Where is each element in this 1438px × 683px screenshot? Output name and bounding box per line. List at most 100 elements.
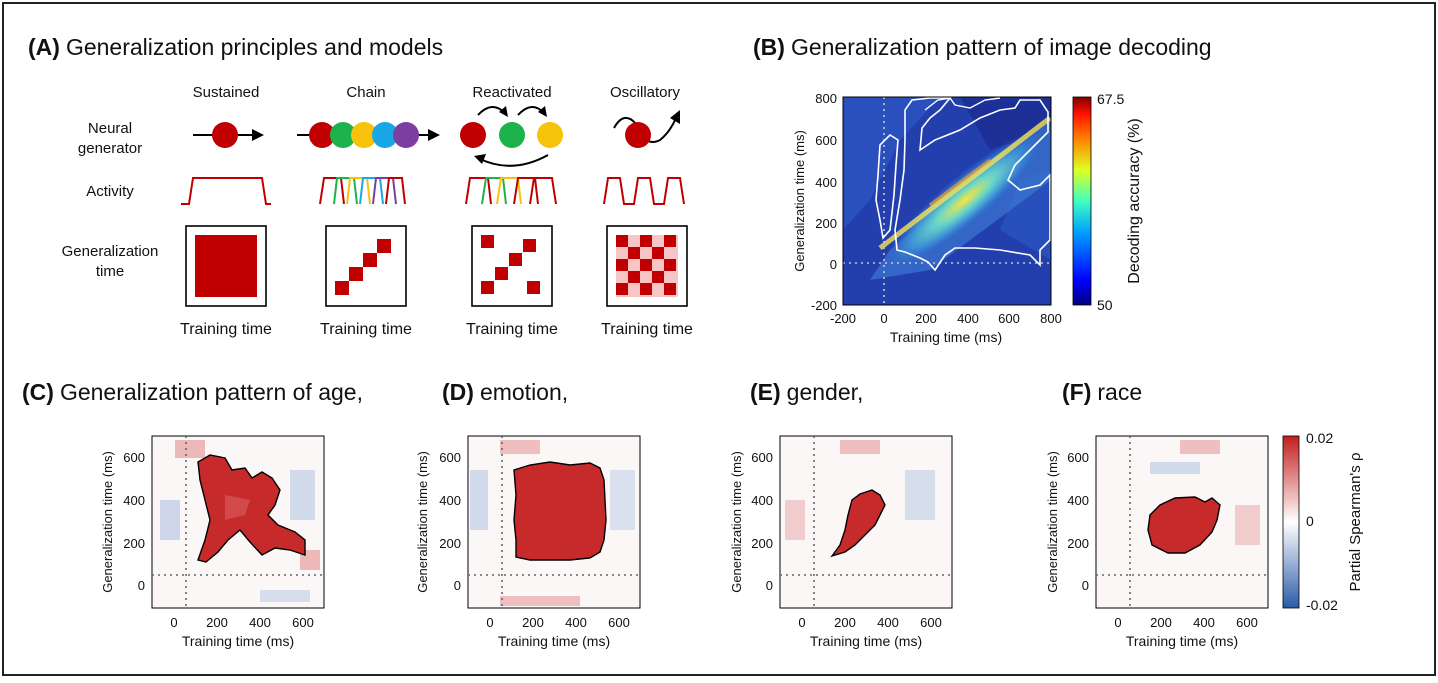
- generator-reactivated: [460, 106, 563, 167]
- svg-text:400: 400: [1193, 615, 1215, 630]
- activity-reactivated: [465, 177, 557, 205]
- colorbar-b: 67.5 50 Decoding accuracy (%): [1072, 91, 1143, 313]
- svg-text:600: 600: [815, 133, 837, 148]
- svg-text:600: 600: [998, 311, 1020, 326]
- svg-text:600: 600: [751, 450, 773, 465]
- svg-text:400: 400: [123, 493, 145, 508]
- svg-text:0: 0: [766, 578, 773, 593]
- heatmap-c-xticks: 0 200 400 600: [170, 615, 313, 630]
- heatmap-e-ylabel: Generalization time (ms): [729, 451, 744, 593]
- svg-text:-200: -200: [830, 311, 856, 326]
- heatmap-e: [779, 435, 953, 609]
- col-label-chain: Chain: [346, 84, 385, 101]
- panel-d-title: (D) emotion,: [442, 379, 568, 405]
- svg-text:600: 600: [123, 450, 145, 465]
- svg-text:0: 0: [798, 615, 805, 630]
- svg-text:0.02: 0.02: [1306, 430, 1333, 446]
- panel-a: (A) Generalization principles and models …: [28, 34, 693, 338]
- heatmap-f-xlabel: Training time (ms): [1126, 633, 1238, 649]
- activity-oscillatory: [603, 177, 685, 205]
- col-label-oscillatory: Oscillatory: [610, 84, 681, 101]
- svg-text:0: 0: [830, 257, 837, 272]
- svg-text:-0.02: -0.02: [1306, 597, 1338, 613]
- svg-text:0: 0: [1114, 615, 1121, 630]
- svg-text:600: 600: [608, 615, 630, 630]
- svg-text:200: 200: [834, 615, 856, 630]
- row-label-generator: generator: [78, 140, 142, 157]
- heatmap-b: [842, 96, 1052, 306]
- svg-text:400: 400: [957, 311, 979, 326]
- heatmap-f-yticks: 600 400 200 0: [1067, 450, 1089, 593]
- gen-matrix-reactivated: [471, 225, 553, 307]
- heatmap-e-xlabel: Training time (ms): [810, 633, 922, 649]
- heatmap-d: [467, 435, 641, 609]
- col-label-reactivated: Reactivated: [472, 84, 551, 101]
- svg-text:200: 200: [522, 615, 544, 630]
- svg-text:400: 400: [815, 175, 837, 190]
- panel-b-title: (B) Generalization pattern of image decod…: [753, 34, 1212, 60]
- generator-chain: [297, 122, 440, 148]
- colorbar-cf-label: Partial Spearman's ρ: [1347, 453, 1364, 592]
- svg-text:400: 400: [751, 493, 773, 508]
- heatmap-c-ylabel: Generalization time (ms): [100, 451, 115, 593]
- svg-text:200: 200: [815, 216, 837, 231]
- xlabel-sustained: Training time: [180, 321, 272, 338]
- colorbar-cf: 0.02 0 -0.02 Partial Spearman's ρ: [1282, 430, 1364, 613]
- row-label-generalization: Generalization: [62, 243, 159, 260]
- svg-text:0: 0: [170, 615, 177, 630]
- panel-e-title: (E) gender,: [750, 379, 863, 405]
- svg-text:50: 50: [1097, 297, 1113, 313]
- xlabel-chain: Training time: [320, 321, 412, 338]
- svg-text:0: 0: [1306, 513, 1314, 529]
- heatmap-b-xlabel: Training time (ms): [890, 329, 1002, 345]
- gen-matrix-sustained: [185, 225, 267, 307]
- heatmap-d-xticks: 0 200 400 600: [486, 615, 629, 630]
- heatmap-b-yticks: 800 600 400 200 0 -200: [811, 91, 837, 313]
- svg-text:200: 200: [915, 311, 937, 326]
- heatmap-f-ylabel: Generalization time (ms): [1045, 451, 1060, 593]
- svg-text:400: 400: [565, 615, 587, 630]
- generator-oscillatory: [613, 110, 680, 148]
- heatmap-d-xlabel: Training time (ms): [498, 633, 610, 649]
- heatmap-c-xlabel: Training time (ms): [182, 633, 294, 649]
- heatmap-d-yticks: 600 400 200 0: [439, 450, 461, 593]
- svg-text:600: 600: [292, 615, 314, 630]
- heatmap-e-yticks: 600 400 200 0: [751, 450, 773, 593]
- svg-text:0: 0: [880, 311, 887, 326]
- svg-text:200: 200: [1150, 615, 1172, 630]
- svg-text:600: 600: [920, 615, 942, 630]
- svg-text:400: 400: [877, 615, 899, 630]
- panel-f-title: (F) race: [1062, 379, 1142, 405]
- row-label-neural: Neural: [88, 120, 132, 137]
- heatmap-f-xticks: 0 200 400 600: [1114, 615, 1257, 630]
- svg-text:200: 200: [123, 536, 145, 551]
- gen-matrix-oscillatory: [606, 225, 688, 307]
- svg-text:0: 0: [1082, 578, 1089, 593]
- activity-chain: [319, 177, 406, 205]
- svg-text:67.5: 67.5: [1097, 91, 1124, 107]
- svg-text:800: 800: [1040, 311, 1062, 326]
- svg-text:200: 200: [206, 615, 228, 630]
- heatmap-d-ylabel: Generalization time (ms): [415, 451, 430, 593]
- heatmap-e-xticks: 0 200 400 600: [798, 615, 941, 630]
- generator-sustained: [193, 122, 264, 148]
- xlabel-reactivated: Training time: [466, 321, 558, 338]
- svg-text:0: 0: [454, 578, 461, 593]
- svg-text:600: 600: [1236, 615, 1258, 630]
- svg-text:200: 200: [1067, 536, 1089, 551]
- activity-sustained: [181, 177, 271, 205]
- svg-text:400: 400: [249, 615, 271, 630]
- svg-text:600: 600: [439, 450, 461, 465]
- heatmap-b-ylabel: Generalization time (ms): [792, 130, 807, 272]
- svg-text:200: 200: [751, 536, 773, 551]
- xlabel-oscillatory: Training time: [601, 321, 693, 338]
- panel-b: (B) Generalization pattern of image decod…: [753, 34, 1212, 345]
- svg-text:0: 0: [138, 578, 145, 593]
- svg-text:400: 400: [1067, 493, 1089, 508]
- heatmap-c: [151, 435, 325, 609]
- svg-text:-200: -200: [811, 298, 837, 313]
- svg-text:600: 600: [1067, 450, 1089, 465]
